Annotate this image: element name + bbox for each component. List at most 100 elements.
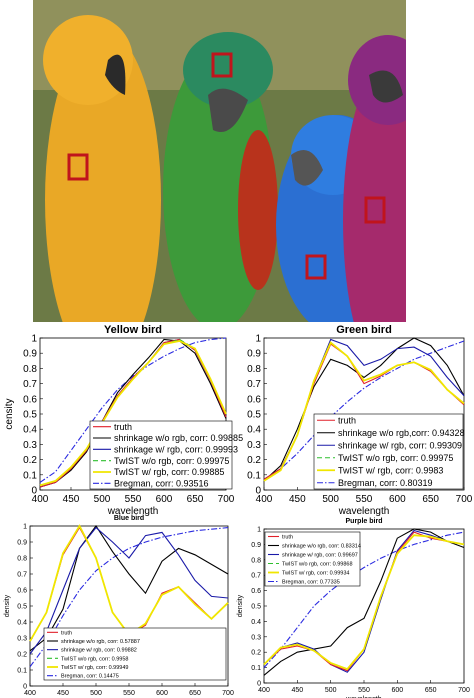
chart-title: Blue bird [114,515,144,522]
x-axis-label: wavelength [345,696,382,698]
marker-purple-square [364,196,386,224]
x-tick-label: 400 [256,494,273,505]
series-line-4 [39,340,227,487]
legend-entry: TwIST w/ rgb, corr: 0.99949 [61,665,128,671]
chart-title: Green bird [336,324,392,336]
chart-2: Blue bird 400 450 500 550 600 650 700 0 0.1 0.2 0.3… [4,515,234,697]
y-axis-label: censity [4,398,15,429]
legend-entry: TwIST w/o rgb, corr: 0.99975 [338,453,453,463]
legend-entry: TwIST w/ rgb, corr: 0.99885 [114,467,224,477]
y-tick-label: 0.7 [247,379,261,390]
y-tick-label: 0.9 [17,539,27,546]
legend-entry: Bregman, corr: 0.14475 [61,674,119,680]
chart-0: Yellow bird 400 450 500 550 600 650 700 0 0.1 0.2 0… [4,324,243,517]
y-tick-label: 0.2 [251,650,261,657]
y-tick-label: 0.4 [247,425,261,436]
x-tick-label: 550 [123,690,135,697]
y-tick-label: 0.2 [247,455,261,466]
legend-entry: TwIST w/o rgb, corr: 0.99868 [282,561,353,567]
legend-entry: shrinkage w/ rgb, corr: 0.99697 [282,552,358,558]
series-line-1 [39,338,227,488]
x-tick-label: 650 [422,494,439,505]
x-tick-label: 600 [389,494,406,505]
series-line-5 [263,531,465,668]
y-tick-label: 0.8 [247,364,261,375]
y-tick-label: 0 [23,683,27,690]
x-tick-label: 600 [156,690,168,697]
legend-entry: shrinkage w/ rgb, corr: 0.99309 [338,440,462,450]
legend-entry: truth [114,422,132,432]
legend-box [43,627,227,681]
y-tick-label: 1 [31,334,37,345]
x-tick-label: 500 [90,690,102,697]
chart-title: Purple bird [346,518,383,525]
series-line-5 [29,527,229,668]
x-axis-label: wavelength [107,506,159,517]
y-tick-label: 0.5 [247,410,261,421]
y-tick-label: 0.3 [251,634,261,641]
legend-box [264,531,361,587]
y-tick-label: 0.4 [251,619,261,626]
y-tick-label: 0.7 [23,379,37,390]
legend-entry: TwIST w/o rgb, corr: 0.9958 [61,656,128,662]
y-tick-label: 0.6 [251,588,261,595]
legend-entry: shrinkage w/ rgb, corr: 0.99993 [114,444,238,454]
y-tick-label: 0.7 [17,571,27,578]
x-tick-label: 650 [187,494,204,505]
y-tick-label: 0.3 [23,440,37,451]
legend-entry: Bregman, corr: 0.80319 [338,478,433,488]
y-axis-label: density [4,594,11,617]
y-tick-label: 0.5 [23,410,37,421]
y-tick-label: 0.3 [17,635,27,642]
y-tick-label: 0.5 [251,603,261,610]
y-tick-label: 0.1 [23,470,37,481]
x-tick-label: 700 [458,687,470,694]
y-tick-label: 0.8 [17,555,27,562]
legend: truth shrinkage w/o rgb, corr: 0.83314 shr… [264,531,361,587]
legend-entry: TwIST w/ rgb, corr: 0.99934 [282,570,349,576]
legend-entry: Bregman, corr: 0.93516 [114,478,209,488]
series-line-4 [263,534,465,671]
y-tick-label: 0 [257,680,261,687]
x-tick-label: 550 [358,687,370,694]
x-tick-label: 400 [258,687,270,694]
purple-parrot-beak [369,70,403,103]
legend-entry: shrinkage w/ rgb, corr: 0.99882 [61,648,137,654]
marker-green-square [211,52,233,78]
series-line-1 [29,525,229,652]
y-tick-label: 0.9 [247,349,261,360]
y-tick-label: 0.8 [23,364,37,375]
x-tick-label: 450 [63,494,80,505]
chart-title: Yellow bird [104,324,162,336]
series-line-1 [263,337,465,482]
x-tick-label: 700 [456,494,473,505]
blue-parrot-beak [291,150,323,186]
y-tick-label: 0.6 [17,587,27,594]
y-tick-label: 0.4 [17,619,27,626]
y-tick-label: 1 [257,526,261,533]
x-tick-label: 550 [356,494,373,505]
y-tick-label: 0.8 [251,557,261,564]
y-tick-label: 0.7 [251,573,261,580]
legend-entry: shrinkage w/o rgb, corr: 0.83314 [282,543,361,549]
y-tick-label: 0.2 [23,455,37,466]
series-line-5 [39,337,227,483]
y-tick-label: 0 [255,486,261,497]
y-tick-label: 0.1 [17,667,27,674]
x-tick-label: 650 [189,690,201,697]
y-tick-label: 0.2 [17,651,27,658]
legend-box [313,413,464,490]
legend-entry: shrinkage w/o rgb, corr: 0.57887 [61,639,140,645]
x-tick-label: 700 [222,690,234,697]
x-tick-label: 450 [289,494,306,505]
y-tick-label: 0.5 [17,603,27,610]
y-tick-label: 0.3 [247,440,261,451]
chart-3: Purple bird 400 450 500 550 600 650 700 0 0.1 0.2 0… [237,518,470,698]
legend-entry: truth [61,630,72,636]
x-tick-label: 600 [156,494,173,505]
legend-entry: TwIST w/o rgb, corr: 0.99975 [114,456,229,466]
yellow-parrot-beak [105,54,126,95]
legend-entry: TwIST w/ rgb, corr: 0.9983 [338,465,443,475]
y-tick-label: 1 [23,523,27,530]
